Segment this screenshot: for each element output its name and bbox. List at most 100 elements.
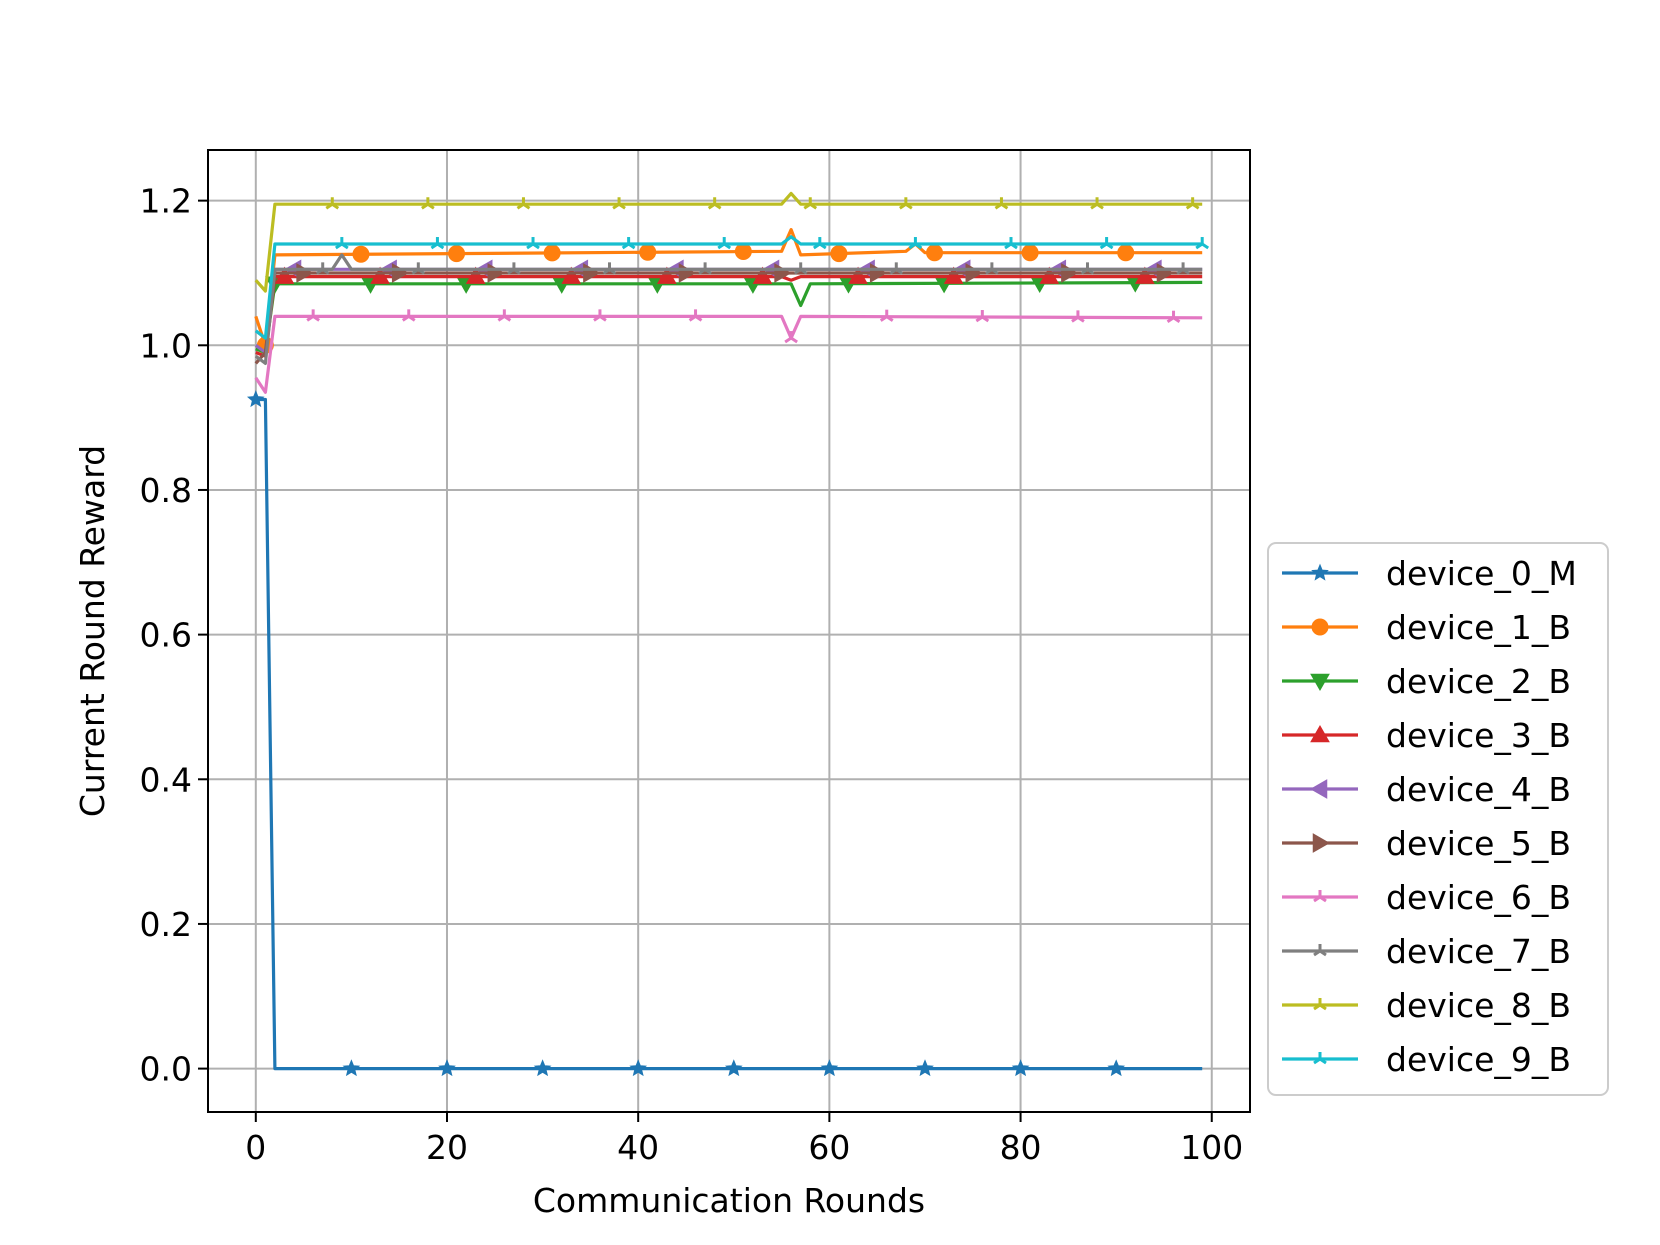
series-marker: [879, 309, 894, 322]
legend-label: device_6_B: [1386, 878, 1571, 917]
y-tick-label: 0.4: [140, 760, 192, 799]
legend-item: device_5_B: [1282, 824, 1571, 863]
series-marker: [1021, 244, 1039, 262]
legend-item: device_3_B: [1282, 716, 1571, 755]
legend-label: device_7_B: [1386, 932, 1571, 971]
legend: device_0_M device_1_B device_2_B device_3_B…: [1267, 542, 1609, 1096]
series-device_9_B: [254, 235, 1210, 340]
series-marker: [438, 1059, 456, 1077]
x-axis-label: Communication Rounds: [533, 1181, 925, 1220]
series-marker: [561, 266, 582, 284]
y-tick-label: 1.2: [140, 182, 192, 221]
series-device_6_B: [254, 309, 1203, 394]
series-marker: [734, 243, 752, 261]
legend-label: device_9_B: [1386, 1040, 1571, 1079]
series-marker: [1107, 1059, 1126, 1077]
grid-lines: [208, 150, 1250, 1112]
series-marker: [370, 266, 390, 284]
series-marker: [985, 262, 999, 275]
legend-label: device_3_B: [1386, 716, 1571, 755]
x-tick-label: 40: [617, 1128, 659, 1167]
series-marker: [325, 197, 340, 210]
series-marker: [1011, 1059, 1030, 1077]
legend-item: device_1_B: [1282, 608, 1571, 647]
x-axis: 0 20 40 60 80 100: [245, 1112, 1243, 1167]
series-marker: [1080, 262, 1095, 275]
legend-label: device_1_B: [1386, 608, 1571, 647]
series-marker: [1134, 266, 1155, 284]
series-marker: [698, 262, 712, 275]
x-tick-label: 80: [1000, 1128, 1042, 1167]
y-tick-label: 0.6: [140, 616, 192, 655]
series-marker: [1185, 197, 1200, 210]
series-marker: [707, 197, 722, 210]
y-tick-label: 0.0: [140, 1050, 192, 1089]
x-tick-label: 20: [426, 1128, 468, 1167]
series-marker: [543, 244, 561, 262]
series-marker: [533, 1059, 552, 1077]
series-marker: [724, 1059, 743, 1077]
y-axis: 0.0 0.2 0.4 0.6 0.8 1.0 1.2: [140, 182, 208, 1089]
series-marker: [926, 244, 944, 262]
series-marker: [812, 237, 827, 250]
series-marker: [401, 309, 416, 322]
legend-marker: [1310, 673, 1330, 692]
series-marker: [1117, 244, 1135, 262]
series-marker: [411, 262, 426, 275]
series-marker: [274, 266, 295, 284]
series-marker: [629, 1059, 648, 1077]
y-tick-label: 0.8: [140, 471, 192, 510]
series-marker: [899, 197, 913, 210]
series-marker: [820, 1059, 839, 1077]
x-tick-label: 60: [808, 1128, 850, 1167]
series-marker: [465, 266, 486, 284]
x-tick-label: 0: [245, 1128, 266, 1167]
legend-item: device_9_B: [1282, 1040, 1571, 1079]
series-marker: [448, 245, 466, 263]
series-marker: [1166, 310, 1181, 323]
series-marker: [688, 309, 703, 322]
series-line: [254, 235, 1203, 340]
series-marker: [335, 237, 349, 250]
series-marker: [916, 1059, 934, 1077]
series-marker: [889, 262, 904, 275]
series-marker: [975, 310, 990, 323]
y-tick-label: 1.0: [140, 326, 192, 365]
legend-item: device_8_B: [1282, 986, 1571, 1025]
legend-item: device_4_B: [1282, 770, 1571, 809]
legend-label: device_2_B: [1386, 662, 1571, 701]
series-marker: [803, 197, 818, 210]
series-marker: [621, 237, 636, 250]
legend-marker: [1313, 1052, 1327, 1065]
y-axis-label: Current Round Reward: [73, 445, 112, 817]
series-marker: [908, 237, 923, 250]
series-marker: [1090, 197, 1104, 210]
series-marker: [246, 390, 265, 408]
series-marker: [602, 262, 617, 275]
legend-marker: [1312, 833, 1331, 853]
series-device_0_M: [246, 390, 1203, 1077]
series-marker: [526, 237, 540, 250]
series-marker: [507, 262, 521, 275]
series-marker: [943, 266, 964, 284]
series-device_8_B: [254, 191, 1203, 293]
series-marker: [421, 197, 435, 210]
legend-label: device_4_B: [1386, 770, 1571, 809]
legend-item: device_0_M: [1282, 554, 1577, 593]
series-marker: [516, 197, 531, 210]
series-marker: [639, 243, 657, 261]
x-tick-label: 100: [1180, 1128, 1243, 1167]
legend-label: device_8_B: [1386, 986, 1571, 1025]
series-marker: [994, 197, 1009, 210]
series-line: [254, 191, 1203, 293]
series-line: [254, 314, 1203, 394]
series-marker: [784, 331, 798, 344]
series-marker: [752, 266, 773, 284]
series-marker: [1176, 262, 1190, 275]
series-marker: [306, 309, 320, 322]
legend-item: device_6_B: [1282, 878, 1571, 917]
legend-marker: [1311, 563, 1329, 581]
series-marker: [497, 309, 512, 322]
legend-item: device_2_B: [1282, 662, 1571, 701]
